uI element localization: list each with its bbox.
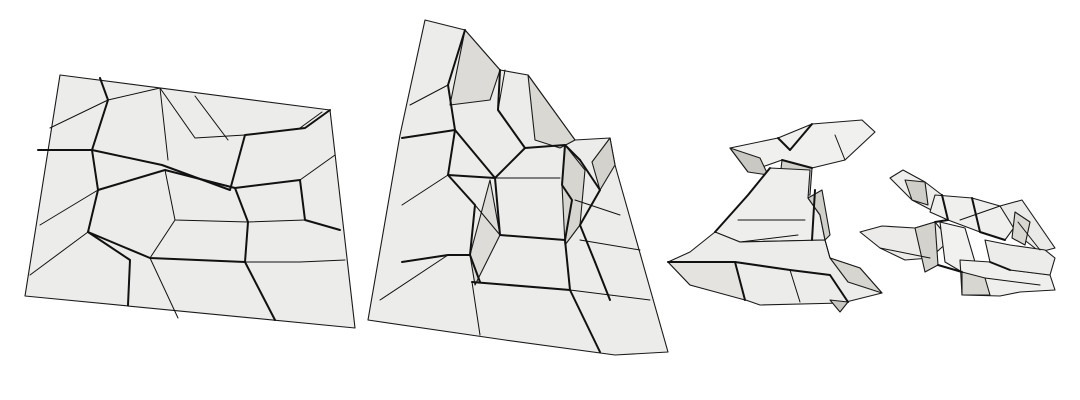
stage-2-crease	[471, 281, 481, 336]
stage-2-sheet-face	[367, 19, 669, 356]
stage-3-crease-pattern	[667, 123, 849, 303]
stage-3-crease	[777, 123, 813, 151]
stage-3-face	[829, 299, 849, 313]
stage-1-crease	[159, 87, 169, 161]
stage-3-crease	[789, 269, 801, 303]
stage-4-face	[904, 179, 929, 206]
stage-2-crease	[379, 254, 449, 301]
stage-3-crease	[739, 234, 799, 243]
stage-2-shaded-face	[449, 29, 501, 106]
stage-2-crease	[569, 289, 651, 301]
stage-1-crease	[194, 95, 229, 141]
stage-2-crease	[561, 144, 573, 241]
stage-1-crease	[164, 169, 306, 223]
stage-4-crease	[879, 247, 931, 259]
stage-4-crease	[934, 194, 949, 223]
stage-2-crease-pattern	[379, 29, 651, 353]
stage-3-crease	[781, 159, 813, 169]
stage-1-sheet-face	[24, 74, 356, 329]
stage-2-shaded-face	[527, 74, 576, 149]
stage-4-crease	[937, 264, 963, 273]
stage-1-crease	[299, 111, 323, 129]
stage-4-crease-pattern	[879, 194, 1041, 286]
stage-4-crease	[984, 277, 1041, 286]
stage-2-crease	[579, 239, 641, 251]
stage-3-crease	[824, 239, 831, 259]
stage-3-face	[667, 261, 746, 301]
stage-3-crease	[834, 134, 846, 161]
stage-1-crease	[29, 231, 89, 276]
stage-1-flat-sheet	[24, 74, 356, 329]
stage-1-crease	[39, 189, 99, 226]
stage-3-crease	[734, 261, 849, 303]
stage-4-crease	[971, 197, 1006, 241]
stage-3-face	[714, 167, 826, 243]
stage-1-crease	[149, 257, 179, 319]
stage-2-crease	[401, 174, 449, 206]
stage-2-crease	[401, 129, 581, 179]
stage-2-crease	[574, 199, 621, 216]
stage-3-crease	[714, 167, 771, 233]
stage-4-face	[1011, 211, 1031, 246]
stage-4-crease	[1017, 221, 1041, 251]
stage-1-crease	[97, 169, 341, 231]
stage-3-mostly-folded-form	[667, 119, 883, 313]
stage-1-crease	[87, 231, 276, 321]
stage-2-shaded-face	[469, 179, 501, 286]
stage-3-crease	[811, 189, 816, 241]
stage-2-crease	[474, 204, 501, 236]
stage-4-crease	[959, 205, 1001, 221]
stage-2-crease	[579, 159, 601, 263]
stage-4-face	[961, 271, 991, 296]
stage-4-collapsed-form	[859, 169, 1056, 297]
stage-1-crease	[37, 109, 331, 191]
stage-2-crease	[594, 261, 611, 301]
stage-2-partially-folded-sheet	[367, 19, 669, 356]
stage-1-crease	[244, 259, 346, 263]
stage-3-face	[729, 119, 876, 173]
stage-4-crease	[989, 261, 1011, 271]
stage-2-crease	[409, 84, 449, 106]
stage-2-crease	[497, 69, 506, 111]
stage-1-crease-pattern	[29, 77, 346, 321]
stage-1-crease	[149, 219, 176, 259]
stage-3-face	[829, 257, 883, 294]
stage-1-crease	[299, 154, 336, 181]
